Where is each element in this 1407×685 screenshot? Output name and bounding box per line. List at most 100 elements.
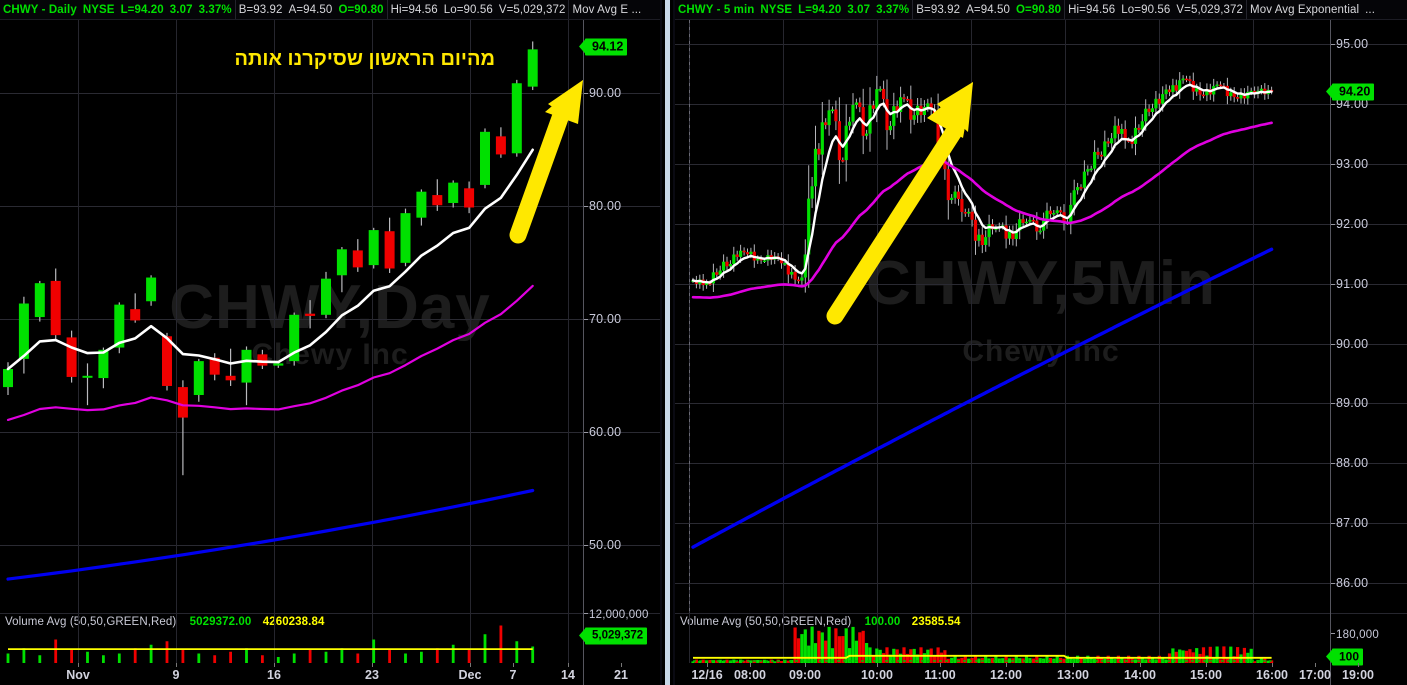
intraday-price-pane[interactable]: CHWY,5Min Chewy Inc	[675, 20, 1407, 613]
price-axis-label: 92.00	[1336, 216, 1369, 231]
time-tick	[1073, 663, 1074, 667]
volume-gridline-v	[78, 614, 79, 663]
intraday-chart-panel[interactable]: CHWY - 5 min NYSE L=94.20 3.07 3.37% B=9…	[675, 0, 1407, 685]
price-gridline	[0, 206, 660, 208]
intraday-volume-pane[interactable]: Volume Avg (50,50,GREEN,Red) 100.00 2358…	[675, 613, 1407, 663]
price-gridline	[675, 463, 1407, 465]
axis-tick	[1331, 163, 1335, 165]
price-gridline	[675, 103, 1407, 105]
time-axis-label: Dec	[458, 668, 482, 682]
time-axis-label: 12/16	[691, 668, 723, 682]
time-tick	[513, 663, 514, 667]
study-label[interactable]: Mov Avg Exponential	[1250, 3, 1360, 16]
session-start-line	[689, 20, 690, 613]
open-label: O=90.80	[1015, 3, 1062, 16]
time-axis-label: 23	[365, 668, 379, 682]
price-axis-label: 87.00	[1336, 516, 1369, 531]
price-gridline-v	[274, 20, 275, 613]
header-separator	[1064, 0, 1066, 19]
high-label: Hi=94.56	[390, 3, 438, 16]
price-gridline-v	[1159, 20, 1160, 613]
volume-study-label: Volume Avg (50,50,GREEN,Red)	[5, 616, 177, 628]
daily-chart-header[interactable]: CHWY - Daily NYSE L=94.20 3.07 3.37% B=9…	[0, 0, 660, 20]
axis-tick	[1331, 283, 1335, 285]
volume-gridline-v	[877, 614, 878, 663]
study-label[interactable]: Mov Avg E ...	[572, 3, 642, 16]
open-label: O=90.80	[338, 3, 384, 16]
daily-candles-svg	[3, 41, 538, 581]
price-gridline	[0, 93, 660, 95]
header-separator	[386, 0, 388, 19]
volume-study-value-green: 5029372.00	[189, 616, 252, 628]
time-axis-label: 08:00	[734, 668, 766, 682]
daily-price-axis[interactable]: 90.00 80.00 70.00 60.00 50.00 94.12 12,000,000…	[578, 20, 660, 685]
hebrew-annotation: מהיום הראשון שסיקרנו אותה	[234, 48, 495, 70]
price-axis-label: 50.00	[589, 538, 622, 553]
header-separator	[912, 0, 914, 19]
axis-tick	[1331, 343, 1335, 345]
intraday-price-axis[interactable]: 95.00 94.00 93.00 92.00 91.00 90.00 89.00 88.00…	[1325, 20, 1407, 685]
time-axis-label: 19:00	[1342, 668, 1374, 682]
price-gridline-v	[1253, 20, 1254, 613]
daily-volume-study-caption[interactable]: Volume Avg (50,50,GREEN,Red) 5029372.00 …	[5, 616, 324, 628]
intraday-volume-study-caption[interactable]: Volume Avg (50,50,GREEN,Red) 100.00 2358…	[680, 616, 960, 628]
volume-study-value-green: 100.00	[864, 616, 901, 628]
price-gridline	[0, 432, 660, 434]
time-axis-label: 14	[561, 668, 575, 682]
header-separator	[1246, 0, 1248, 19]
ask-label: A=94.50	[288, 3, 333, 16]
low-label: Lo=90.56	[443, 3, 493, 16]
axis-tick	[584, 432, 588, 434]
volume-gridline-v	[470, 614, 471, 663]
time-tick	[1358, 663, 1359, 667]
volume-gridline-v	[1253, 614, 1254, 663]
axis-tick	[1331, 223, 1335, 225]
axis-tick	[1331, 463, 1335, 465]
symbol-label: CHWY - Daily	[3, 3, 77, 16]
price-axis-label: 91.00	[1336, 276, 1369, 291]
time-tick	[176, 663, 177, 667]
time-tick	[568, 663, 569, 667]
price-gridline	[675, 343, 1407, 345]
axis-tick	[1331, 403, 1335, 405]
daily-plot[interactable]: CHWY,Day Chewy Inc מהיום הראשון שסיקרנו …	[0, 20, 660, 685]
daily-price-pane[interactable]: CHWY,Day Chewy Inc מהיום הראשון שסיקרנו …	[0, 20, 660, 613]
volume-gridline-v	[176, 614, 177, 663]
change-label: 3.07	[169, 3, 193, 16]
study-overflow-label[interactable]: ...	[1365, 3, 1376, 16]
price-gridline-v	[568, 20, 569, 613]
volume-axis-label: 12,000,000	[589, 609, 649, 621]
intraday-chart-header[interactable]: CHWY - 5 min NYSE L=94.20 3.07 3.37% B=9…	[675, 0, 1407, 20]
axis-tick	[584, 545, 588, 547]
intraday-time-axis: 12/16 08:00 09:00 10:00 11:00 12:00 13:00 14:00…	[675, 663, 1374, 685]
time-axis-label: 09:00	[789, 668, 821, 682]
axis-tick	[1331, 523, 1335, 525]
time-axis-label: 16:00	[1256, 668, 1288, 682]
volume-gridline-v	[568, 614, 569, 663]
daily-volume-pane[interactable]: Volume Avg (50,50,GREEN,Red) 5029372.00 …	[0, 613, 660, 663]
symbol-label: CHWY - 5 min	[678, 3, 755, 16]
price-axis-label: 88.00	[1336, 456, 1369, 471]
price-axis-label: 86.00	[1336, 576, 1369, 591]
volume-study-value-yellow: 23585.54	[911, 616, 961, 628]
header-separator	[234, 0, 236, 19]
panel-divider[interactable]	[660, 0, 675, 685]
time-axis-label: Nov	[66, 668, 90, 682]
change-label: 3.07	[847, 3, 871, 16]
price-gridline	[675, 44, 1407, 45]
time-axis-label: 12:00	[990, 668, 1022, 682]
price-gridline-v	[470, 20, 471, 613]
volume-gridline-v	[1159, 614, 1160, 663]
daily-chart-panel[interactable]: CHWY - Daily NYSE L=94.20 3.07 3.37% B=9…	[0, 0, 660, 685]
time-tick	[274, 663, 275, 667]
axis-tick	[1331, 103, 1335, 105]
price-gridline-v	[372, 20, 373, 613]
volume-axis-label: 180,000	[1336, 629, 1379, 641]
time-axis-label: 7	[509, 668, 517, 682]
price-gridline-v	[971, 20, 972, 613]
time-axis-label: 21	[614, 668, 628, 682]
intraday-plot[interactable]: CHWY,5Min Chewy Inc Volume Avg (50,50,GR…	[675, 20, 1407, 685]
volume-label: V=5,029,372	[1176, 3, 1244, 16]
price-axis-label: 90.00	[1336, 336, 1369, 351]
